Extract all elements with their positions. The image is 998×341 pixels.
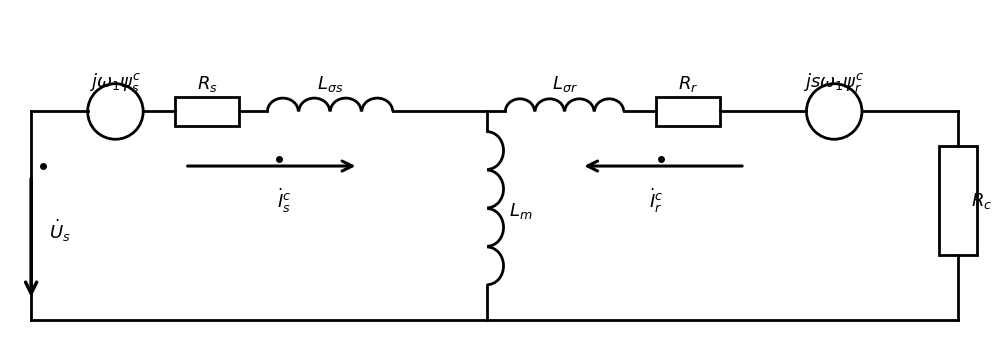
Text: $L_{\sigma s}$: $L_{\sigma s}$	[317, 74, 343, 94]
Text: $L_m$: $L_m$	[509, 201, 533, 221]
Bar	[175, 97, 240, 127]
Text: $\dot{I}_s^c$: $\dot{I}_s^c$	[276, 187, 291, 215]
Bar	[656, 97, 721, 127]
Bar	[939, 146, 977, 255]
Text: $R_c$: $R_c$	[971, 191, 992, 211]
Text: $R_s$: $R_s$	[197, 74, 218, 94]
Text: $js\omega_1\psi_r^c$: $js\omega_1\psi_r^c$	[803, 71, 865, 94]
Text: $\dot{U}_s$: $\dot{U}_s$	[49, 217, 71, 244]
Text: $R_r$: $R_r$	[678, 74, 699, 94]
Text: $j\omega_1\psi_s^c$: $j\omega_1\psi_s^c$	[90, 71, 142, 94]
Text: $\dot{I}_r^c$: $\dot{I}_r^c$	[649, 187, 663, 215]
Text: $L_{\sigma r}$: $L_{\sigma r}$	[552, 74, 578, 94]
